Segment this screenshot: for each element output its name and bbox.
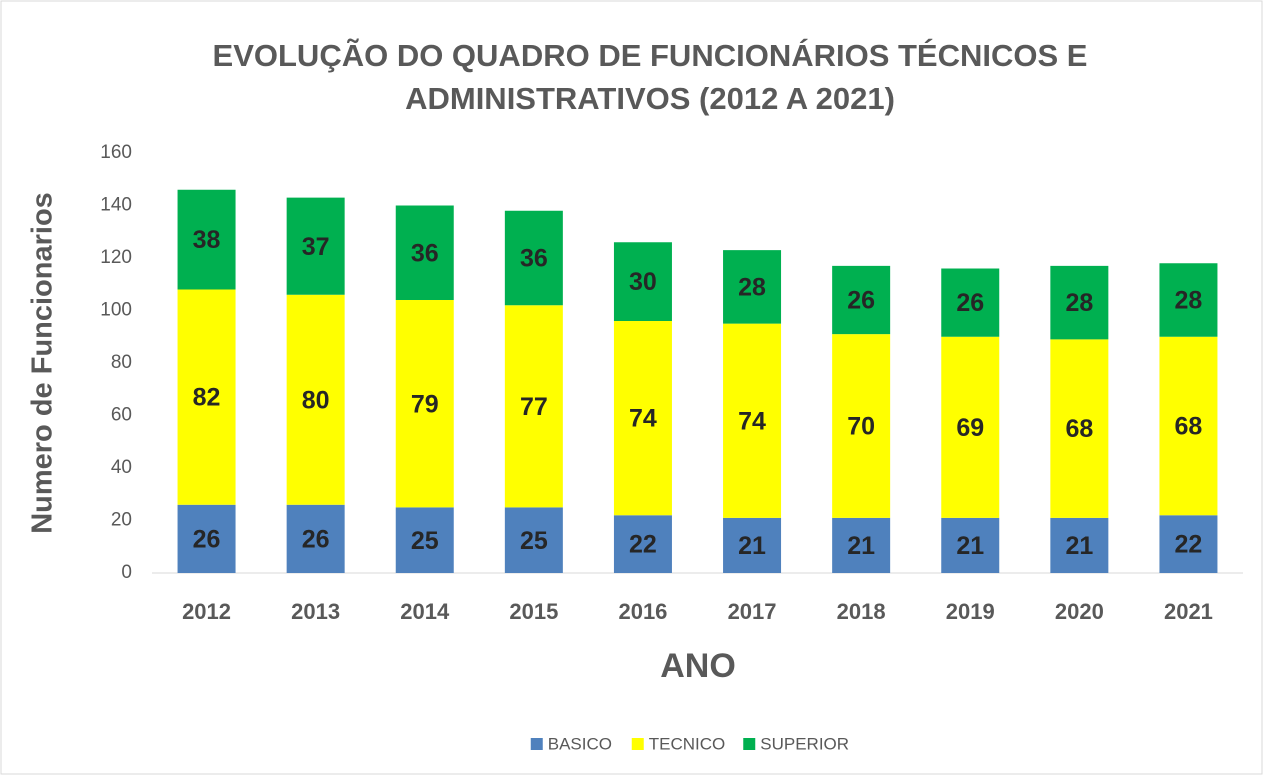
bar-segment [395, 507, 454, 573]
data-label: 21 [1065, 532, 1093, 560]
data-label: 68 [1175, 413, 1203, 441]
x-tick-label: 2020 [1055, 599, 1104, 624]
data-label: 80 [302, 386, 330, 414]
data-label: 38 [193, 226, 221, 254]
data-label: 69 [956, 414, 984, 442]
bar-segment [504, 210, 563, 306]
bar-segment [723, 323, 782, 518]
y-tick-label: 80 [111, 352, 132, 373]
x-tick-label: 2021 [1164, 599, 1213, 624]
bar-segment [832, 334, 891, 518]
bar-segment [613, 242, 672, 321]
bar-segment [613, 321, 672, 516]
bar-segment [723, 250, 782, 324]
data-label: 21 [738, 532, 766, 560]
bar-segment [286, 294, 345, 505]
y-tick-label: 100 [100, 300, 132, 321]
x-axis-label: ANO [660, 647, 736, 685]
bar-segment [613, 515, 672, 573]
data-label: 37 [302, 233, 330, 261]
data-label: 30 [629, 268, 657, 296]
legend-swatch [631, 738, 644, 750]
data-label: 36 [411, 239, 439, 267]
bar-segment [1159, 515, 1218, 573]
bar-segment [1050, 517, 1109, 573]
legend-label: TECNICO [649, 734, 726, 753]
data-label: 22 [1175, 531, 1203, 559]
data-label: 79 [411, 390, 439, 418]
bar-segment [1050, 339, 1109, 518]
x-tick-label: 2012 [182, 599, 231, 624]
y-tick-label: 120 [100, 247, 132, 268]
legend-label: BASICO [548, 734, 612, 753]
y-tick-label: 60 [111, 405, 132, 426]
bar-segment [1159, 336, 1218, 516]
bar-segment [723, 517, 782, 573]
bar-segment [941, 336, 1000, 518]
x-tick-label: 2018 [837, 599, 886, 624]
bar-segment [177, 189, 236, 290]
chart-title: ADMINISTRATIVOS (2012 A 2021) [405, 81, 895, 116]
bar-segment [504, 305, 563, 508]
x-tick-label: 2017 [728, 599, 777, 624]
bar-segment [177, 504, 236, 573]
data-label: 74 [629, 405, 657, 433]
y-axis-label: Numero de Funcionarios [27, 192, 59, 534]
bar-segment [832, 517, 891, 573]
data-label: 28 [1065, 289, 1093, 317]
data-label: 28 [1175, 287, 1203, 315]
data-label: 36 [520, 245, 548, 273]
x-tick-label: 2013 [291, 599, 340, 624]
y-tick-label: 20 [111, 510, 132, 531]
x-tick-label: 2015 [509, 599, 558, 624]
x-tick-label: 2019 [946, 599, 995, 624]
bar-segment [941, 268, 1000, 337]
bar-segment [395, 205, 454, 300]
legend-label: SUPERIOR [760, 734, 849, 753]
data-label: 22 [629, 531, 657, 559]
data-label: 68 [1065, 415, 1093, 443]
data-label: 82 [193, 384, 221, 412]
data-label: 21 [847, 532, 875, 560]
y-tick-label: 0 [121, 562, 132, 583]
x-tick-label: 2014 [400, 599, 450, 624]
y-tick-label: 160 [100, 142, 132, 163]
bar-segment [177, 289, 236, 505]
data-label: 26 [193, 525, 221, 553]
y-tick-label: 40 [111, 457, 132, 478]
bar-segment [832, 265, 891, 335]
data-label: 70 [847, 413, 875, 441]
chart-title: EVOLUÇÃO DO QUADRO DE FUNCIONÁRIOS TÉCNI… [213, 38, 1088, 73]
bar-segment [941, 517, 1000, 573]
data-label: 26 [302, 525, 330, 553]
legend-swatch [743, 738, 756, 750]
legend-swatch [530, 738, 543, 750]
bar-segment [1050, 265, 1109, 340]
x-tick-label: 2016 [618, 599, 667, 624]
data-label: 21 [956, 532, 984, 560]
data-label: 26 [847, 287, 875, 315]
bar-segment [286, 504, 345, 573]
bar-segment [395, 300, 454, 508]
bar-segment [1159, 263, 1218, 337]
data-label: 26 [956, 289, 984, 317]
data-label: 28 [738, 273, 766, 301]
data-label: 77 [520, 393, 548, 421]
bar-segment [504, 507, 563, 573]
bar-segment [286, 197, 345, 295]
data-label: 25 [411, 527, 439, 555]
data-label: 25 [520, 527, 548, 555]
data-label: 74 [738, 407, 766, 435]
y-tick-label: 140 [100, 195, 132, 216]
